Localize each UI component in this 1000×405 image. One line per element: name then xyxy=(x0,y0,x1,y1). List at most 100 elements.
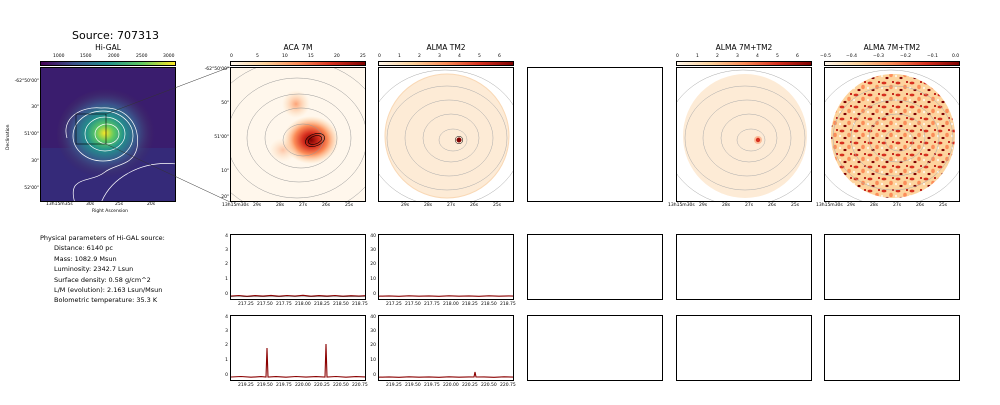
higal-y-tick: -62°50'00" xyxy=(14,79,39,84)
param-lm-evolution: L/M (evolution): 2.163 Lsun/Msun xyxy=(54,286,163,295)
tm2-x-tick: 25s xyxy=(493,203,502,208)
combo-x-tick: 27s xyxy=(745,203,754,208)
combo-colorbar xyxy=(676,61,812,66)
combo-colorbar-ticks: 0 1 2 3 4 5 6 xyxy=(676,54,812,60)
physical-parameters: Physical parameters of Hi-GAL source: Di… xyxy=(40,233,165,306)
x-tick: 218.25 xyxy=(314,302,330,307)
y-tick: 40 xyxy=(370,234,376,239)
higal-y-tick: 30" xyxy=(31,159,39,164)
y-tick: 3 xyxy=(225,248,228,253)
x-tick: 218.75 xyxy=(352,302,368,307)
x-tick: 217.75 xyxy=(276,302,292,307)
aca-x-tick: 28s xyxy=(276,203,285,208)
aca-map xyxy=(230,67,366,202)
x-tick: 218.25 xyxy=(462,302,478,307)
tm2-spectrum-1 xyxy=(378,234,514,300)
higal-x-tick: 20s xyxy=(147,202,156,207)
higal-x-tick: 25s xyxy=(115,202,124,207)
empty-spectrum-panel xyxy=(527,315,663,381)
x-tick: 220.50 xyxy=(481,383,497,388)
aca-cbar-tick: 0 xyxy=(230,54,233,59)
aca-spectrum-1 xyxy=(230,234,366,300)
combo-res-image xyxy=(825,68,959,201)
x-tick: 220.25 xyxy=(314,383,330,388)
higal-colorbar xyxy=(40,61,176,66)
aca-cbar-tick: 25 xyxy=(360,54,366,59)
combo-cbar-tick: 5 xyxy=(776,54,779,59)
combo-x-tick: 26s xyxy=(768,203,777,208)
combo-res-cbar-tick: −0.5 xyxy=(820,54,831,59)
tm2-spectrum-1-x-ticks: 217.25 217.50 217.75 218.00 218.25 218.5… xyxy=(378,302,518,308)
y-tick: 30 xyxy=(370,248,376,253)
higal-y-ticks: -62°50'00" 30" 51'00" 30" 52'00" xyxy=(0,67,40,202)
aca-y-tick: -62°50'00" xyxy=(204,67,229,72)
aca-x-tick: 26s xyxy=(322,203,331,208)
empty-spectrum-panel xyxy=(676,234,812,300)
combo-cbar-tick: 6 xyxy=(796,54,799,59)
tm2-cbar-tick: 6 xyxy=(498,54,501,59)
combo-x-tick: 28s xyxy=(722,203,731,208)
tm2-spectrum-2 xyxy=(378,315,514,381)
y-tick: 1 xyxy=(225,277,228,282)
x-tick: 217.25 xyxy=(238,302,254,307)
empty-map-panel xyxy=(527,67,663,202)
higal-colorbar-ticks: 1000 1500 2000 2500 3000 xyxy=(40,54,176,60)
higal-image xyxy=(41,68,175,201)
combo-res-x-tick: 13h15m30s xyxy=(816,203,843,208)
combo-res-cbar-tick: −0.3 xyxy=(873,54,884,59)
combo-res-title: ALMA 7M+TM2 xyxy=(863,43,921,52)
y-tick: 0 xyxy=(373,373,376,378)
y-tick: 10 xyxy=(370,358,376,363)
aca-title: ACA 7M xyxy=(283,43,313,52)
aca-y-ticks: -62°50'00" 50" 51'00" 10" 20" xyxy=(196,67,230,202)
higal-map xyxy=(40,67,176,202)
empty-spectrum-panel xyxy=(824,234,960,300)
aca-x-ticks: 13h15m30s 29s 28s 27s 26s 25s xyxy=(222,203,372,209)
combo-res-colorbar xyxy=(824,61,960,66)
tm2-image xyxy=(379,68,513,201)
aca-image xyxy=(231,68,365,201)
tm2-x-tick: 29s xyxy=(401,203,410,208)
param-surface-density: Surface density: 0.58 g/cm^2 xyxy=(54,275,151,284)
source-title: Source: 707313 xyxy=(72,29,159,42)
higal-y-tick: 51'00" xyxy=(24,132,39,137)
tm2-cbar-tick: 4 xyxy=(458,54,461,59)
higal-xlabel: Right Ascension xyxy=(92,209,128,214)
aca-y-tick: 51'00" xyxy=(214,135,229,140)
x-tick: 218.50 xyxy=(481,302,497,307)
combo-cbar-tick: 3 xyxy=(736,54,739,59)
tm2-spectrum-2-x-ticks: 219.25 219.50 219.75 220.00 220.25 220.5… xyxy=(378,383,518,389)
aca-cbar-tick: 10 xyxy=(282,54,288,59)
tm2-map xyxy=(378,67,514,202)
zoom-line-bottom xyxy=(105,143,231,203)
y-tick: 30 xyxy=(370,329,376,334)
combo-res-cbar-tick: −0.2 xyxy=(900,54,911,59)
tm2-x-tick: 27s xyxy=(447,203,456,208)
tm2-cbar-tick: 3 xyxy=(438,54,441,59)
aca-cbar-tick: 5 xyxy=(256,54,259,59)
x-tick: 218.00 xyxy=(443,302,459,307)
aca-x-tick: 27s xyxy=(299,203,308,208)
tm2-cbar-tick: 5 xyxy=(478,54,481,59)
x-tick: 220.00 xyxy=(295,383,311,388)
empty-spectrum-panel xyxy=(824,315,960,381)
x-tick: 218.50 xyxy=(333,302,349,307)
tm2-title: ALMA TM2 xyxy=(426,43,466,52)
aca-y-tick: 10" xyxy=(221,169,229,174)
x-tick: 218.00 xyxy=(295,302,311,307)
x-tick: 217.75 xyxy=(424,302,440,307)
combo-image xyxy=(677,68,811,201)
higal-title: Hi-GAL xyxy=(95,43,121,52)
y-tick: 4 xyxy=(225,315,228,320)
aca-cbar-tick: 15 xyxy=(308,54,314,59)
higal-y-tick: 30" xyxy=(31,105,39,110)
x-tick: 219.50 xyxy=(257,383,273,388)
higal-cbar-tick: 2000 xyxy=(108,54,120,59)
aca-spectrum-2-plot xyxy=(231,343,365,378)
x-tick: 217.50 xyxy=(257,302,273,307)
x-tick: 217.50 xyxy=(405,302,421,307)
higal-y-tick: 52'00" xyxy=(24,186,39,191)
combo-res-x-tick: 29s xyxy=(847,203,856,208)
tm2-spectrum-1-y-ticks: 40 30 20 10 0 xyxy=(364,234,377,300)
combo-cbar-tick: 1 xyxy=(696,54,699,59)
